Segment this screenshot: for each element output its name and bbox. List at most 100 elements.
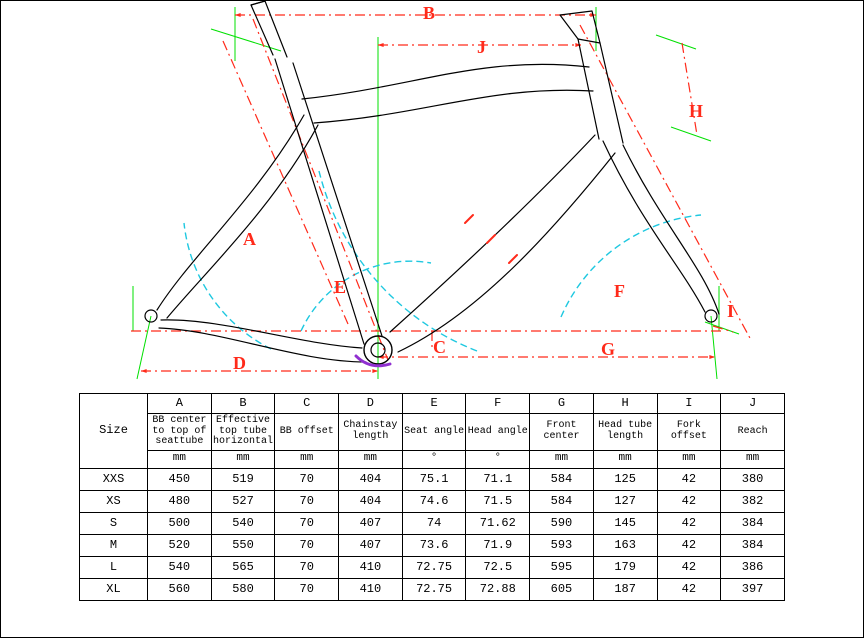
col-letter-F: F xyxy=(466,394,530,414)
data-cell: 480 xyxy=(148,490,212,512)
dim-label-J: J xyxy=(477,37,486,57)
data-cell: 70 xyxy=(275,512,339,534)
data-cell: 179 xyxy=(593,556,657,578)
data-cell: 584 xyxy=(530,490,594,512)
data-cell: 590 xyxy=(530,512,594,534)
data-cell: 565 xyxy=(211,556,275,578)
col-letter-J: J xyxy=(721,394,785,414)
data-cell: 540 xyxy=(148,556,212,578)
data-cell: 70 xyxy=(275,468,339,490)
col-label-I: Fork offset xyxy=(657,414,721,451)
table-row: XXS4505197040475.171.158412542380 xyxy=(80,468,785,490)
dim-label-D: D xyxy=(233,353,246,373)
dim-label-I: I xyxy=(727,301,734,321)
data-cell: 163 xyxy=(593,534,657,556)
col-unit-J: mm xyxy=(721,450,785,468)
size-cell: XS xyxy=(80,490,148,512)
angle-arcs xyxy=(184,171,701,351)
col-label-D: Chainstay length xyxy=(339,414,403,451)
data-cell: 584 xyxy=(530,468,594,490)
data-cell: 42 xyxy=(657,534,721,556)
frame-outline xyxy=(145,1,719,364)
data-cell: 125 xyxy=(593,468,657,490)
data-cell: 74.6 xyxy=(402,490,466,512)
data-cell: 410 xyxy=(339,578,403,600)
col-unit-H: mm xyxy=(593,450,657,468)
table-row: M5205507040773.671.959316342384 xyxy=(80,534,785,556)
data-cell: 450 xyxy=(148,468,212,490)
data-cell: 384 xyxy=(721,512,785,534)
data-cell: 72.75 xyxy=(402,578,466,600)
data-cell: 70 xyxy=(275,556,339,578)
data-cell: 580 xyxy=(211,578,275,600)
data-cell: 70 xyxy=(275,578,339,600)
data-cell: 384 xyxy=(721,534,785,556)
col-label-J: Reach xyxy=(721,414,785,451)
col-label-E: Seat angle xyxy=(402,414,466,451)
dim-label-F: F xyxy=(614,281,625,301)
data-cell: 397 xyxy=(721,578,785,600)
data-cell: 382 xyxy=(721,490,785,512)
col-label-C: BB offset xyxy=(275,414,339,451)
size-cell: XXS xyxy=(80,468,148,490)
data-cell: 42 xyxy=(657,578,721,600)
data-cell: 71.62 xyxy=(466,512,530,534)
geometry-table-wrap: SizeABCDEFGHIJBB center to top of seattu… xyxy=(79,393,785,601)
data-cell: 386 xyxy=(721,556,785,578)
col-label-F: Head angle xyxy=(466,414,530,451)
data-cell: 72.5 xyxy=(466,556,530,578)
data-cell: 520 xyxy=(148,534,212,556)
table-row: L5405657041072.7572.559517942386 xyxy=(80,556,785,578)
data-cell: 127 xyxy=(593,490,657,512)
geometry-svg: ABCDEFGHIJ xyxy=(1,1,863,387)
col-letter-B: B xyxy=(211,394,275,414)
col-label-B: Effective top tube horizontal xyxy=(211,414,275,451)
data-cell: 407 xyxy=(339,534,403,556)
table-row: XS4805277040474.671.558412742382 xyxy=(80,490,785,512)
data-cell: 407 xyxy=(339,512,403,534)
data-cell: 73.6 xyxy=(402,534,466,556)
size-cell: M xyxy=(80,534,148,556)
table-row: S500540704077471.6259014542384 xyxy=(80,512,785,534)
col-label-H: Head tube length xyxy=(593,414,657,451)
extension-lines xyxy=(133,7,739,379)
data-cell: 550 xyxy=(211,534,275,556)
data-cell: 187 xyxy=(593,578,657,600)
data-cell: 72.88 xyxy=(466,578,530,600)
col-letter-C: C xyxy=(275,394,339,414)
dim-label-A: A xyxy=(243,229,256,249)
dim-label-H: H xyxy=(689,101,703,121)
data-cell: 72.75 xyxy=(402,556,466,578)
data-cell: 74 xyxy=(402,512,466,534)
col-unit-A: mm xyxy=(148,450,212,468)
geometry-table: SizeABCDEFGHIJBB center to top of seattu… xyxy=(79,393,785,601)
col-unit-C: mm xyxy=(275,450,339,468)
col-unit-B: mm xyxy=(211,450,275,468)
table-row: XL5605807041072.7572.8860518742397 xyxy=(80,578,785,600)
col-letter-D: D xyxy=(339,394,403,414)
data-cell: 70 xyxy=(275,534,339,556)
data-cell: 42 xyxy=(657,490,721,512)
data-cell: 605 xyxy=(530,578,594,600)
data-cell: 75.1 xyxy=(402,468,466,490)
dim-label-C: C xyxy=(433,337,446,357)
data-cell: 71.9 xyxy=(466,534,530,556)
data-cell: 42 xyxy=(657,512,721,534)
data-cell: 595 xyxy=(530,556,594,578)
size-cell: S xyxy=(80,512,148,534)
col-unit-I: mm xyxy=(657,450,721,468)
data-cell: 70 xyxy=(275,490,339,512)
data-cell: 527 xyxy=(211,490,275,512)
data-cell: 71.1 xyxy=(466,468,530,490)
dim-label-E: E xyxy=(334,277,346,297)
col-unit-F: ° xyxy=(466,450,530,468)
col-unit-G: mm xyxy=(530,450,594,468)
data-cell: 71.5 xyxy=(466,490,530,512)
data-cell: 404 xyxy=(339,468,403,490)
col-letter-E: E xyxy=(402,394,466,414)
data-cell: 410 xyxy=(339,556,403,578)
size-cell: XL xyxy=(80,578,148,600)
dim-label-G: G xyxy=(601,339,615,359)
dimension-lines xyxy=(131,13,751,373)
data-cell: 519 xyxy=(211,468,275,490)
